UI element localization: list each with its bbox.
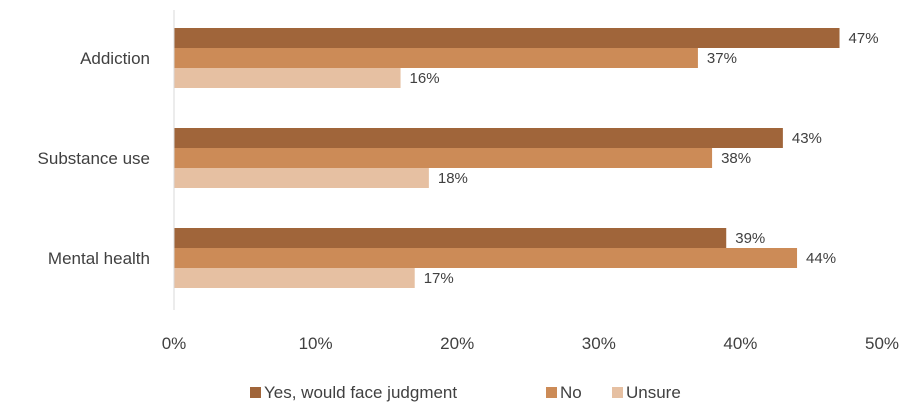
legend-swatch-no [546,387,557,398]
legend-label-no: No [560,383,582,402]
bar-addiction-yes-would-face-judgment [174,28,840,48]
legend-label-yes-would-face-judgment: Yes, would face judgment [264,383,457,402]
data-label-substance-use-unsure: 18% [438,170,468,187]
legend: Yes, would face judgment No Unsure [250,383,681,402]
category-label-addiction: Addiction [80,49,150,68]
data-label-substance-use-yes-would-face-judgment: 43% [792,130,822,147]
data-label-addiction-unsure: 16% [410,70,440,87]
x-tick-label-30: 30% [582,334,616,353]
x-tick-label-20: 20% [440,334,474,353]
data-label-mental-health-no: 44% [806,250,836,267]
data-label-mental-health-unsure: 17% [424,270,454,287]
legend-label-unsure: Unsure [626,383,681,402]
bar-addiction-no [174,48,698,68]
data-label-addiction-yes-would-face-judgment: 47% [849,30,879,47]
x-axis-tick-labels: 0% 10% 20% 30% 40% 50% [162,334,899,353]
bar-substance-use-unsure [174,168,429,188]
bar-mental-health-no [174,248,798,268]
category-label-substance-use: Substance use [38,149,150,168]
bar-addiction-unsure [174,68,401,88]
x-tick-label-40: 40% [723,334,757,353]
bar-mental-health-unsure [174,268,415,288]
data-label-addiction-no: 37% [707,50,737,67]
data-label-mental-health-yes-would-face-judgment: 39% [735,230,765,247]
bars-layer [174,28,840,288]
data-label-substance-use-no: 38% [721,150,751,167]
data-labels-layer: 47% 37% 16% 43% 38% 18% 39% 44% 17% [410,30,879,287]
x-tick-label-50: 50% [865,334,899,353]
legend-swatch-unsure [612,387,623,398]
bar-substance-use-yes-would-face-judgment [174,128,783,148]
category-labels: Addiction Substance use Mental health [38,49,150,268]
x-tick-label-10: 10% [299,334,333,353]
legend-swatch-yes-would-face-judgment [250,387,261,398]
category-label-mental-health: Mental health [48,249,150,268]
bar-mental-health-yes-would-face-judgment [174,228,727,248]
bar-substance-use-no [174,148,713,168]
x-tick-label-0: 0% [162,334,187,353]
